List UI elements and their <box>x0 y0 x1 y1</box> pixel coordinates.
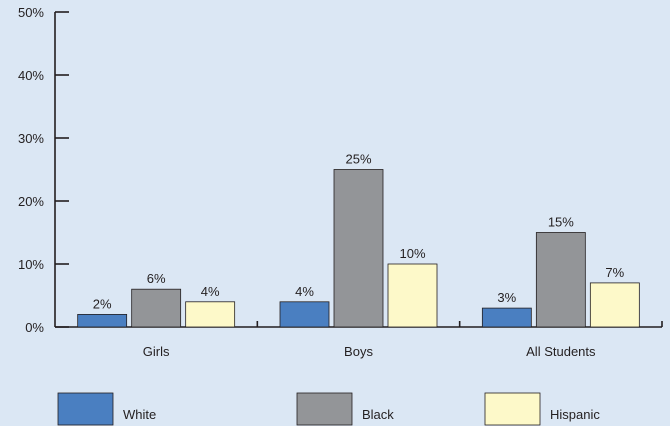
legend-swatch-hispanic <box>484 392 541 426</box>
legend-label-black: Black <box>362 407 394 422</box>
bar-black-all-students <box>535 232 586 328</box>
bar-white-all-students <box>481 307 532 328</box>
x-tick-label: Girls <box>143 344 170 359</box>
data-label: 7% <box>605 265 624 280</box>
labels: 2% 6% 4% Girls 4% 25% 10% Boys 3% 15% 7% All Studen… <box>93 152 625 360</box>
y-tick-label: 20% <box>18 194 44 209</box>
legend-swatch-white <box>57 392 114 426</box>
bar-black-girls <box>131 288 182 328</box>
data-label: 10% <box>399 246 425 261</box>
bar-black-boys <box>333 169 384 328</box>
bar-hispanic-boys <box>387 263 438 328</box>
data-label: 15% <box>548 215 574 230</box>
bar-hispanic-all-students <box>589 282 640 328</box>
data-label: 4% <box>201 284 220 299</box>
data-label: 6% <box>147 271 166 286</box>
y-tick-label: 50% <box>18 5 44 20</box>
y-tick-label: 40% <box>18 68 44 83</box>
x-tick-label: All Students <box>526 344 596 359</box>
legend: White Black Hispanic <box>57 392 600 426</box>
bar-white-girls <box>77 313 128 328</box>
bars <box>77 169 640 328</box>
y-tick-label: 0% <box>25 320 44 335</box>
data-label: 25% <box>345 152 371 167</box>
legend-label-white: White <box>123 407 156 422</box>
y-tick-label: 30% <box>18 131 44 146</box>
bar-hispanic-girls <box>185 301 236 328</box>
data-label: 4% <box>295 284 314 299</box>
x-tick-label: Boys <box>344 344 373 359</box>
data-label: 2% <box>93 296 112 311</box>
legend-swatch-black <box>296 392 353 426</box>
bar-white-boys <box>279 301 330 328</box>
y-tick-label: 10% <box>18 257 44 272</box>
legend-label-hispanic: Hispanic <box>550 407 600 422</box>
data-label: 3% <box>497 290 516 305</box>
